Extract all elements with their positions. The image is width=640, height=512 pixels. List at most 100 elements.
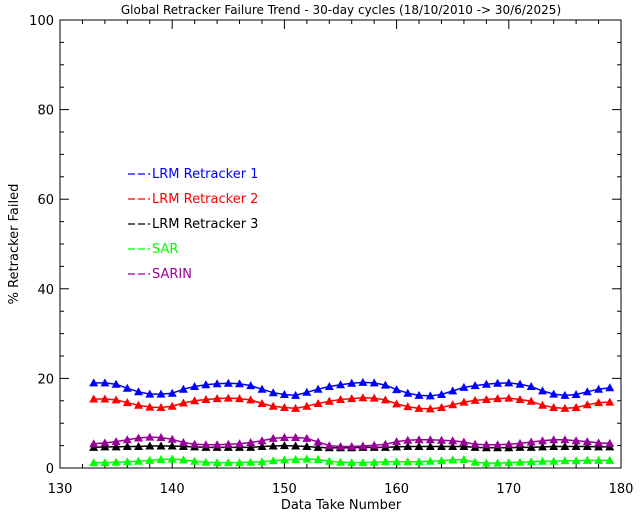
- data-point: [223, 393, 233, 402]
- data-point: [190, 456, 200, 465]
- data-point: [582, 387, 592, 396]
- data-point: [582, 437, 592, 446]
- data-point: [336, 395, 345, 403]
- chart-title: Global Retracker Failure Trend - 30-day …: [121, 3, 561, 17]
- data-point: [538, 400, 547, 409]
- data-point: [178, 384, 188, 393]
- data-point: [291, 390, 301, 399]
- data-point: [122, 383, 132, 392]
- series-lrm-retracker-2: [89, 393, 615, 413]
- data-point: [257, 384, 267, 393]
- data-point: [470, 439, 480, 448]
- data-point: [111, 395, 121, 404]
- data-point: [549, 456, 559, 465]
- x-tick-label: 150: [272, 482, 297, 497]
- x-tick-label: 160: [384, 482, 409, 497]
- x-tick-label: 170: [496, 482, 521, 497]
- data-point: [504, 458, 514, 467]
- data-point: [302, 442, 312, 450]
- data-point: [111, 437, 121, 446]
- data-point: [291, 403, 301, 412]
- data-point: [235, 379, 244, 388]
- data-point: [302, 433, 312, 442]
- data-point: [470, 381, 480, 390]
- data-point: [425, 404, 435, 413]
- data-point: [190, 396, 200, 405]
- data-point: [313, 442, 323, 451]
- data-point: [145, 389, 155, 398]
- data-point: [380, 380, 390, 389]
- data-point: [279, 433, 289, 441]
- data-point: [279, 441, 289, 450]
- data-point: [134, 442, 143, 450]
- data-point: [403, 442, 413, 450]
- x-tick-label: 140: [160, 482, 185, 497]
- data-point: [313, 437, 323, 446]
- legend-label: LRM Retracker 1: [152, 167, 258, 182]
- data-point: [448, 386, 458, 395]
- data-point: [571, 436, 581, 445]
- data-point: [279, 390, 289, 398]
- data-point: [156, 403, 166, 411]
- data-point: [538, 386, 547, 395]
- data-point: [212, 440, 222, 449]
- data-point: [380, 395, 390, 404]
- legend-item-lrm-retracker-2: LRM Retracker 2: [128, 192, 258, 207]
- data-point: [201, 440, 211, 449]
- data-point: [504, 393, 514, 402]
- data-point: [459, 397, 469, 406]
- data-point: [459, 382, 469, 391]
- data-point: [145, 455, 155, 464]
- data-point: [324, 396, 334, 405]
- data-point: [380, 439, 390, 448]
- data-point: [302, 401, 312, 410]
- data-point: [425, 456, 435, 465]
- data-point: [279, 455, 289, 464]
- data-point: [414, 457, 424, 466]
- y-tick-label: 80: [37, 104, 54, 119]
- legend-label: SAR: [152, 242, 178, 257]
- x-tick-label: 180: [609, 482, 634, 497]
- series-sar: [89, 454, 615, 467]
- data-point: [134, 456, 143, 465]
- data-point: [246, 395, 256, 404]
- data-point: [223, 439, 233, 448]
- data-point: [313, 384, 323, 393]
- data-point: [605, 383, 615, 392]
- data-point: [246, 381, 256, 390]
- data-point: [167, 434, 177, 443]
- data-point: [392, 442, 402, 451]
- series-layer: [89, 377, 615, 467]
- data-point: [167, 388, 177, 397]
- data-point: [549, 442, 559, 450]
- data-point: [122, 442, 132, 450]
- data-point: [493, 440, 503, 449]
- data-point: [134, 400, 143, 409]
- data-point: [313, 399, 323, 407]
- x-tick-label: 130: [48, 482, 73, 497]
- data-point: [302, 387, 312, 396]
- data-point: [190, 382, 200, 390]
- data-point: [100, 378, 110, 387]
- data-point: [493, 394, 503, 403]
- data-point: [201, 395, 211, 403]
- data-point: [235, 439, 244, 448]
- data-point: [504, 378, 514, 387]
- data-point: [358, 377, 368, 386]
- data-point: [582, 455, 592, 464]
- data-point: [111, 457, 121, 466]
- data-point: [380, 457, 390, 466]
- data-point: [403, 435, 413, 444]
- data-point: [470, 395, 480, 404]
- y-axis: 0 20 40 60 80 100: [29, 14, 621, 477]
- legend-item-lrm-retracker-1: LRM Retracker 1: [128, 167, 258, 182]
- legend-item-sarin: SARIN: [128, 267, 192, 282]
- data-point: [526, 457, 536, 466]
- data-point: [392, 437, 402, 446]
- data-point: [122, 398, 132, 407]
- data-point: [100, 458, 110, 467]
- data-point: [437, 442, 446, 450]
- data-point: [504, 439, 514, 448]
- data-point: [111, 379, 121, 388]
